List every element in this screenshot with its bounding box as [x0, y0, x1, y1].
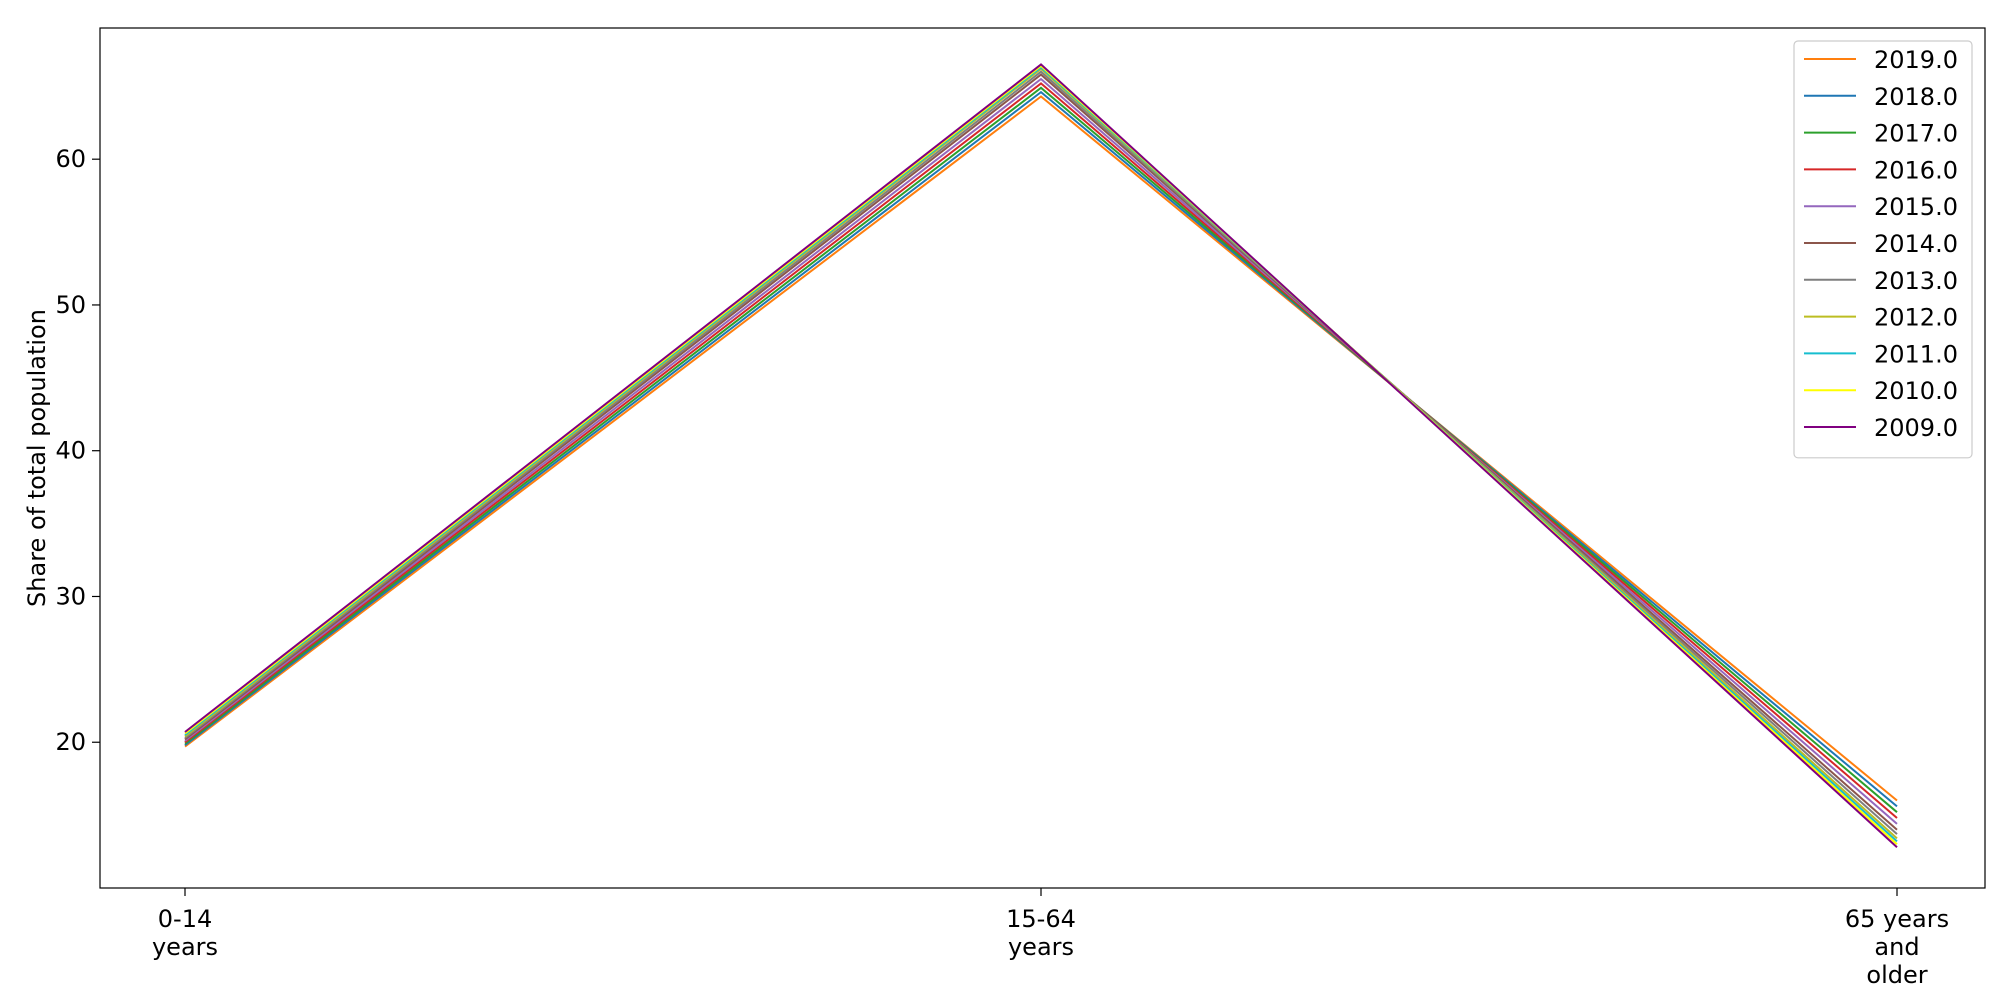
series-line-2014.0 [184, 73, 1898, 831]
legend-entry: 2013.0 [1804, 267, 1958, 295]
series-line-2019.0 [184, 95, 1898, 802]
legend-label: 2013.0 [1874, 267, 1958, 295]
legend-entry: 2018.0 [1804, 83, 1958, 111]
y-tick-label: 50 [55, 291, 86, 319]
series-lines [184, 63, 1898, 848]
y-tick-label: 40 [55, 437, 86, 465]
y-tick-label: 30 [55, 582, 86, 610]
legend-label: 2012.0 [1874, 304, 1958, 332]
y-tick-label: 60 [55, 145, 86, 173]
legend-entry: 2019.0 [1804, 46, 1958, 74]
legend-entry: 2011.0 [1804, 340, 1958, 368]
legend-label: 2009.0 [1874, 414, 1958, 442]
x-tick-label: 65 years and older [1845, 905, 1949, 989]
x-tick-label: 0-14 years [152, 905, 218, 961]
series-line-2018.0 [184, 90, 1898, 808]
series-line-2013.0 [184, 70, 1898, 835]
legend-label: 2018.0 [1874, 83, 1958, 111]
legend-entry: 2016.0 [1804, 156, 1958, 184]
series-line-2015.0 [184, 77, 1898, 825]
legend-label: 2011.0 [1874, 340, 1958, 368]
series-line-2011.0 [184, 66, 1898, 843]
y-axis: 20 30 40 50 60 [55, 145, 100, 756]
legend: 2019.0 2018.0 2017.0 2016.0 2015.0 2014.0 2013… [1793, 40, 1973, 459]
legend-label: 2017.0 [1874, 120, 1958, 148]
y-tick-label: 20 [55, 728, 86, 756]
legend-label: 2014.0 [1874, 230, 1958, 258]
y-axis-label: Share of total population [23, 309, 51, 607]
series-line-2010.0 [184, 64, 1898, 846]
legend-entry: 2014.0 [1804, 230, 1958, 258]
legend-entry: 2015.0 [1804, 193, 1958, 221]
legend-entry: 2010.0 [1804, 377, 1958, 405]
series-line-2017.0 [184, 86, 1898, 813]
x-tick-label: 15-64 years [1006, 905, 1076, 961]
series-line-2016.0 [184, 82, 1898, 819]
legend-entry: 2012.0 [1804, 304, 1958, 332]
legend-label: 2010.0 [1874, 377, 1958, 405]
legend-entry: 2009.0 [1804, 414, 1958, 442]
legend-label: 2015.0 [1874, 193, 1958, 221]
plot-area [99, 27, 1986, 889]
legend-entry: 2017.0 [1804, 120, 1958, 148]
series-line-2012.0 [184, 67, 1898, 840]
x-axis: 0-14 years 15-64 years 65 years and older [152, 888, 1949, 989]
series-line-2009.0 [184, 63, 1898, 848]
legend-label: 2019.0 [1874, 46, 1958, 74]
plot-border [99, 27, 1986, 889]
legend-label: 2016.0 [1874, 156, 1958, 184]
